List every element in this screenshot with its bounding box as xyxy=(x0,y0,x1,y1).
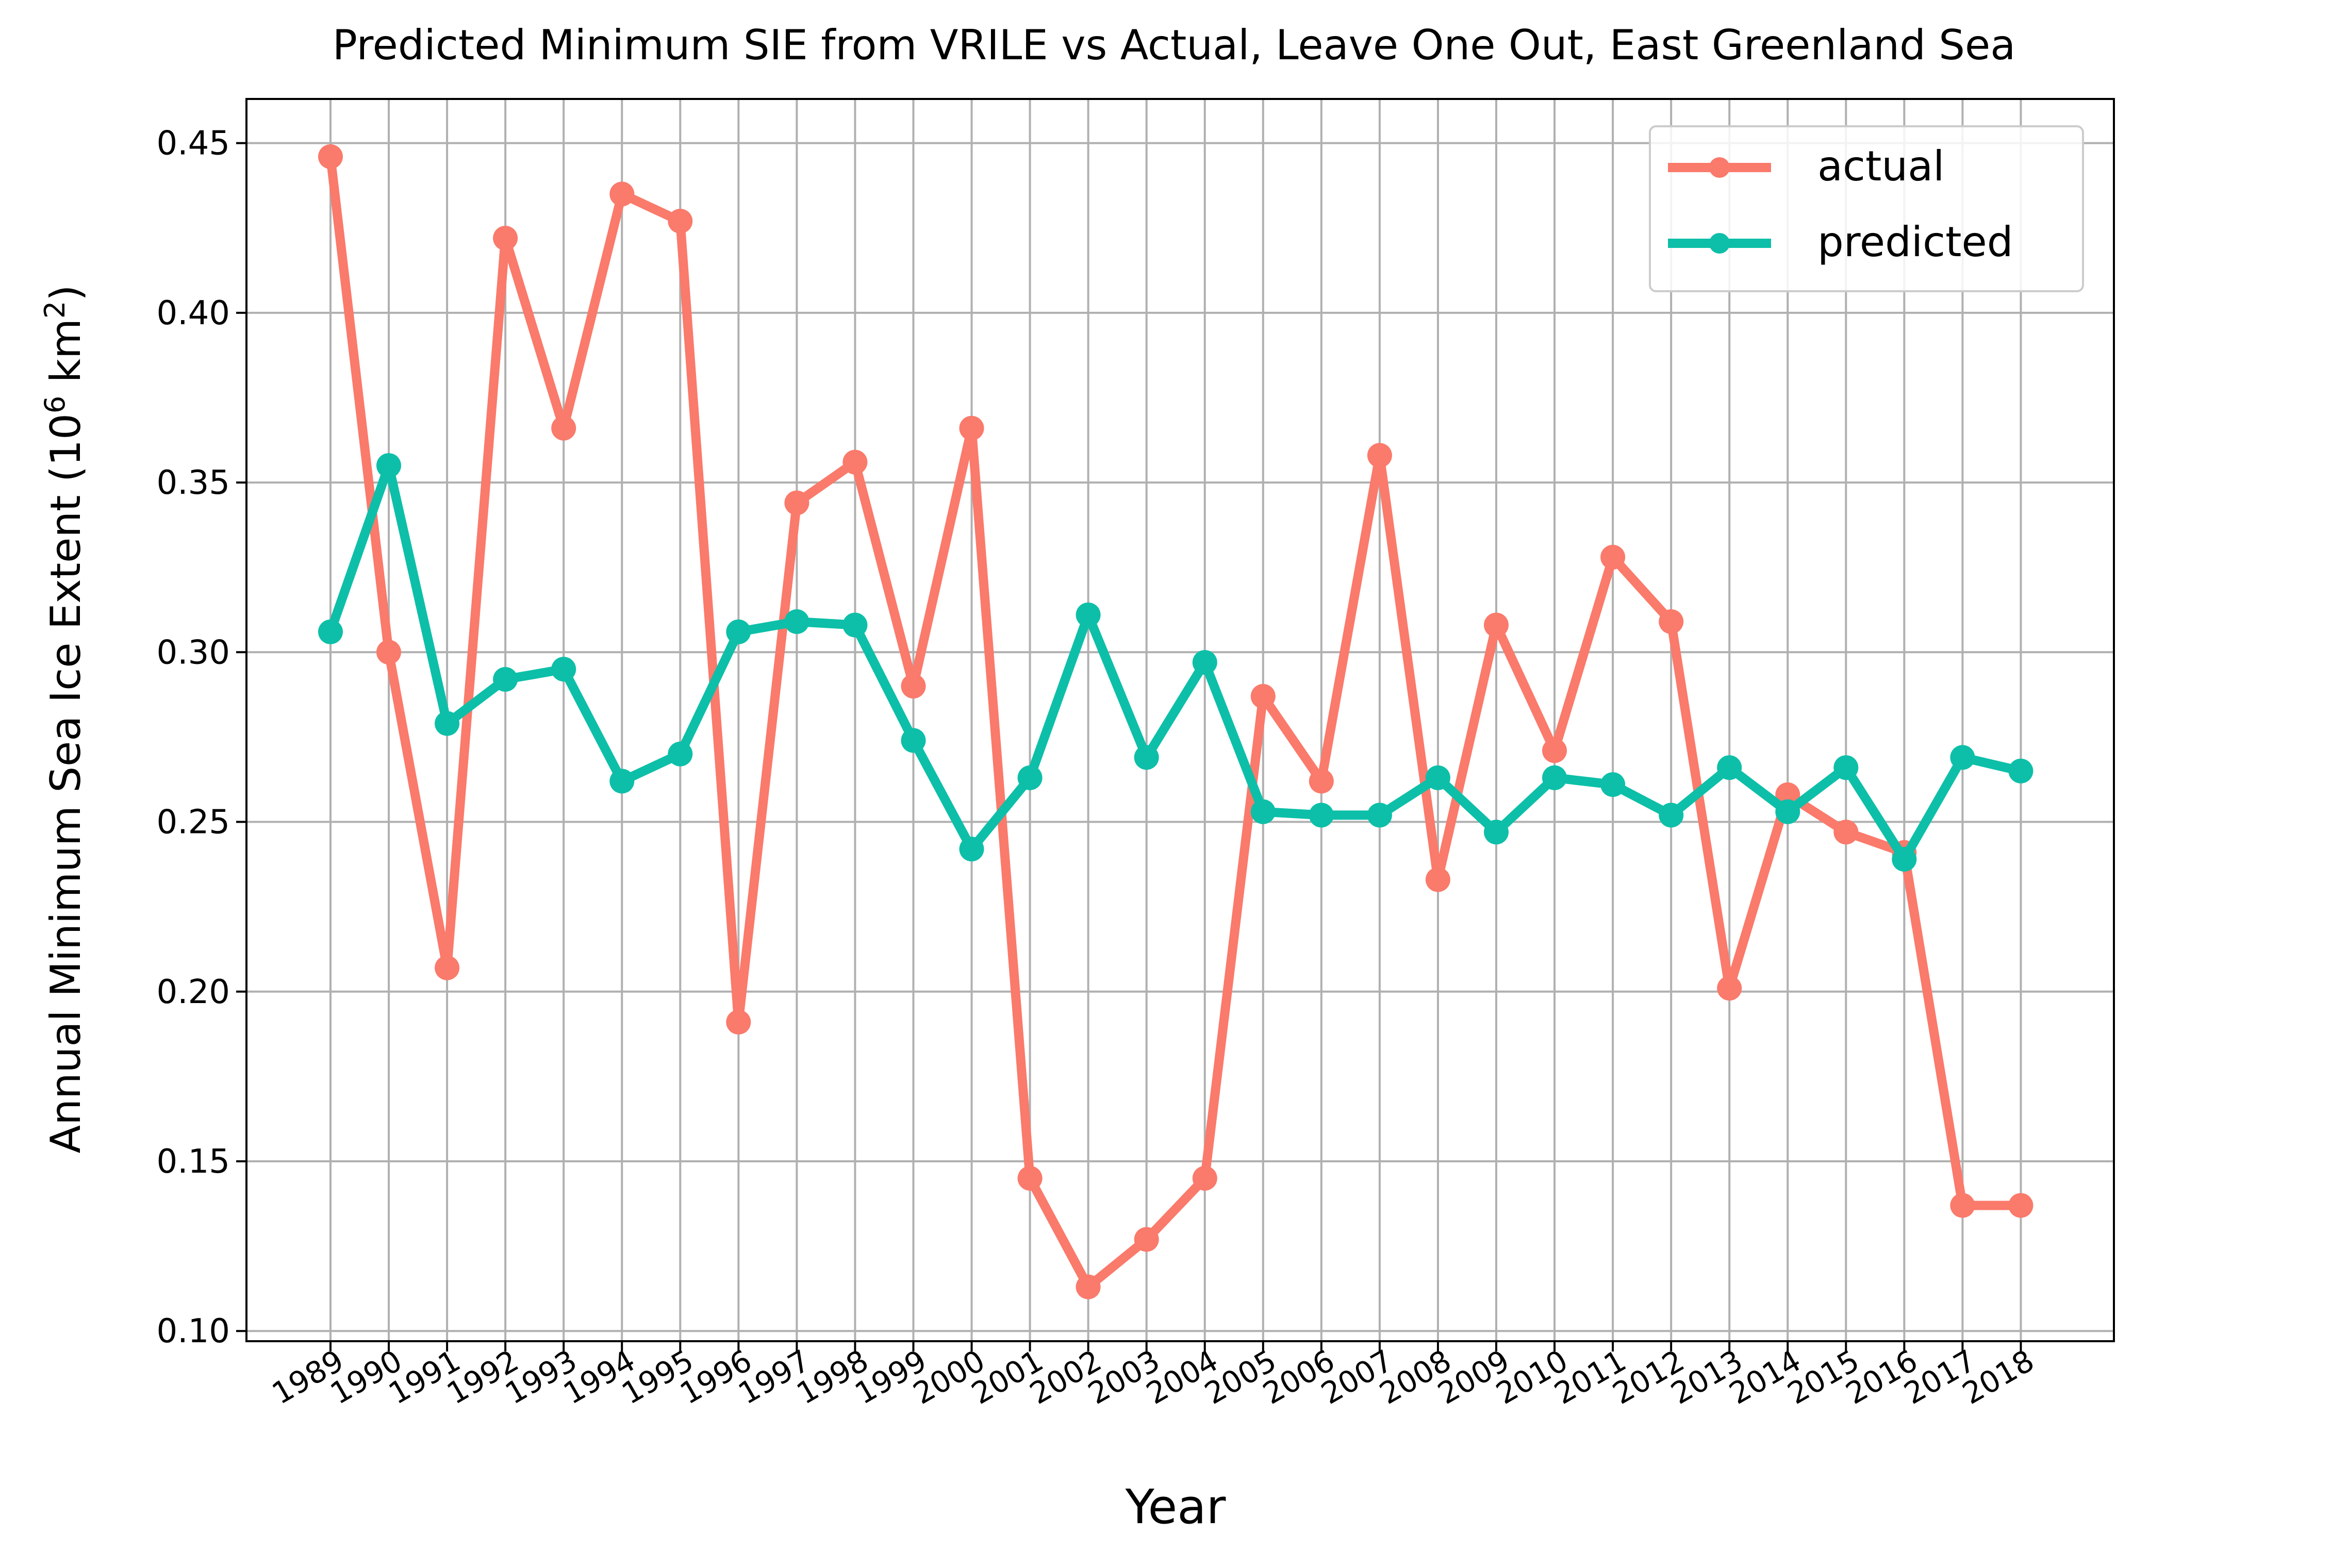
data-point-actual xyxy=(668,209,693,233)
data-point-actual xyxy=(1950,1193,1975,1218)
data-point-actual xyxy=(376,640,401,665)
data-point-predicted xyxy=(1717,755,1742,780)
data-point-actual xyxy=(1833,820,1859,845)
data-point-predicted xyxy=(668,741,693,766)
y-axis-label-mid: km xyxy=(42,319,90,396)
data-point-predicted xyxy=(726,619,751,644)
y-tick-label: 0.35 xyxy=(157,464,230,502)
y-tick-label: 0.45 xyxy=(157,125,230,163)
chart-title: Predicted Minimum SIE from VRILE vs Actu… xyxy=(333,21,2016,69)
legend-label-actual: actual xyxy=(1817,142,1944,190)
data-point-actual xyxy=(1134,1227,1159,1252)
data-point-actual xyxy=(435,955,460,980)
data-point-actual xyxy=(1250,683,1276,709)
data-point-predicted xyxy=(784,609,809,634)
data-point-predicted xyxy=(376,453,401,478)
data-point-actual xyxy=(726,1010,751,1035)
data-point-actual xyxy=(1717,976,1742,1001)
data-point-predicted xyxy=(1600,772,1626,797)
data-point-actual xyxy=(2008,1193,2033,1218)
data-point-predicted xyxy=(1892,847,1917,872)
legend-label-predicted: predicted xyxy=(1817,218,2013,266)
y-tick-label: 0.40 xyxy=(157,294,230,332)
y-tick-label: 0.15 xyxy=(157,1143,230,1181)
data-point-predicted xyxy=(1134,745,1159,770)
y-tick-label: 0.10 xyxy=(157,1312,230,1350)
data-point-actual xyxy=(1309,769,1334,794)
data-point-actual xyxy=(493,226,518,251)
y-axis-label-sup1: 6 xyxy=(39,396,71,413)
legend-marker-predicted xyxy=(1709,233,1730,254)
data-point-predicted xyxy=(1309,803,1334,828)
data-point-predicted xyxy=(959,837,984,862)
y-axis-label-main: Annual Minimum Sea Ice Extent (10 xyxy=(42,413,90,1153)
y-tick-label: 0.30 xyxy=(157,633,230,672)
data-point-actual xyxy=(901,674,926,699)
x-axis-label: Year xyxy=(1125,1479,1226,1534)
data-point-actual xyxy=(1017,1165,1043,1191)
data-point-actual xyxy=(1659,609,1684,634)
data-point-predicted xyxy=(435,711,460,736)
data-point-predicted xyxy=(1542,765,1567,790)
legend-marker-actual xyxy=(1709,157,1730,178)
plot-area-frame xyxy=(245,98,2115,1342)
data-point-predicted xyxy=(1950,745,1975,770)
data-point-actual xyxy=(1425,867,1450,892)
data-point-predicted xyxy=(1250,799,1276,824)
data-point-actual xyxy=(1367,443,1392,468)
data-point-predicted xyxy=(2008,758,2033,783)
data-point-predicted xyxy=(1367,803,1392,828)
legend: actual predicted xyxy=(1649,125,2084,292)
y-axis-label: Annual Minimum Sea Ice Extent (106 km2) xyxy=(39,285,90,1154)
data-point-predicted xyxy=(1775,799,1800,824)
y-axis-label-sup2: 2 xyxy=(39,301,71,319)
data-point-actual xyxy=(959,415,984,441)
data-point-actual xyxy=(1192,1165,1217,1191)
y-tick-label: 0.20 xyxy=(157,973,230,1011)
data-point-predicted xyxy=(551,657,576,682)
data-point-predicted xyxy=(1017,765,1043,790)
data-point-predicted xyxy=(318,619,343,644)
data-point-predicted xyxy=(1192,650,1217,675)
data-point-actual xyxy=(842,449,868,475)
data-point-actual xyxy=(1484,612,1509,638)
data-point-predicted xyxy=(493,667,518,692)
data-point-predicted xyxy=(1659,803,1684,828)
data-point-actual xyxy=(784,490,809,515)
y-axis-label-end: ) xyxy=(42,285,90,301)
y-tick-label: 0.25 xyxy=(157,804,230,842)
data-point-actual xyxy=(1775,782,1800,807)
data-point-predicted xyxy=(1484,820,1509,845)
data-point-predicted xyxy=(842,612,868,638)
data-point-actual xyxy=(609,181,635,207)
data-point-predicted xyxy=(1076,602,1101,627)
data-point-actual xyxy=(1542,738,1567,763)
data-point-predicted xyxy=(1833,755,1859,780)
data-point-actual xyxy=(1076,1274,1101,1299)
data-point-actual xyxy=(318,144,343,169)
series-lines xyxy=(318,144,2033,1299)
data-point-predicted xyxy=(901,728,926,753)
data-point-actual xyxy=(551,415,576,441)
data-point-predicted xyxy=(609,769,635,794)
data-point-actual xyxy=(1600,544,1626,570)
data-point-predicted xyxy=(1425,765,1450,790)
series-line-actual xyxy=(326,152,2026,1292)
